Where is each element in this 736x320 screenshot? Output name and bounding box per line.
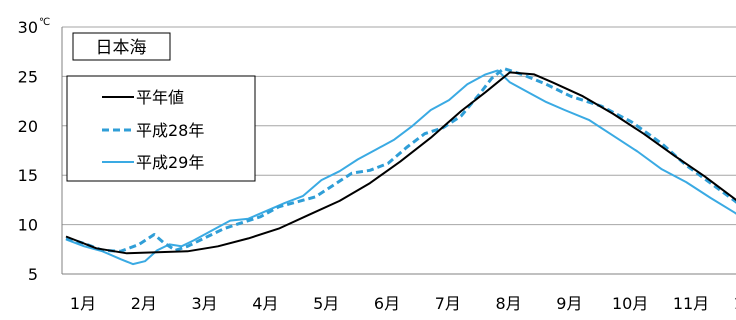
series-line-1 [65, 71, 736, 255]
x-tick-labels: 1月 2月 3月 4月 5月 6月 7月 8月 9月 10月 11月 12月 [70, 294, 736, 313]
x-tick-label: 6月 [374, 294, 400, 313]
y-tick-label: 20 [18, 117, 38, 136]
legend-label-1: 平年値 [136, 88, 184, 107]
x-tick-label: 8月 [496, 294, 522, 313]
axes [61, 27, 736, 275]
x-tick-label: 12月 [734, 294, 736, 313]
x-tick-label: 11月 [673, 294, 709, 313]
legend-frame [66, 75, 256, 182]
chart-title-box: 日本海 [72, 32, 171, 61]
series-lines [65, 67, 736, 266]
y-tick-label: 15 [18, 166, 38, 185]
y-tick-labels: 5 10 15 20 25 30 [18, 18, 38, 284]
x-tick-label: 7月 [435, 294, 461, 313]
chart-title: 日本海 [96, 38, 147, 58]
x-tick-label: 3月 [192, 294, 218, 313]
x-tick-label: 10月 [612, 294, 648, 313]
x-tick-label: 9月 [556, 294, 582, 313]
legend-label-2: 平成28年 [136, 121, 204, 140]
x-tick-label: 5月 [313, 294, 339, 313]
x-tick-label: 1月 [70, 294, 96, 313]
y-tick-label: 25 [18, 67, 38, 86]
y-unit-label: ℃ [39, 17, 50, 28]
series-line-2 [65, 67, 736, 253]
series-line-3 [65, 69, 736, 266]
y-tick-label: 30 [18, 18, 38, 37]
y-tick-label: 10 [18, 216, 38, 235]
x-tick-label: 4月 [252, 294, 278, 313]
legend-label-3: 平成29年 [136, 153, 204, 172]
title-frame [72, 32, 171, 61]
y-tick-label: 5 [28, 265, 38, 284]
x-tick-label: 2月 [131, 294, 157, 313]
